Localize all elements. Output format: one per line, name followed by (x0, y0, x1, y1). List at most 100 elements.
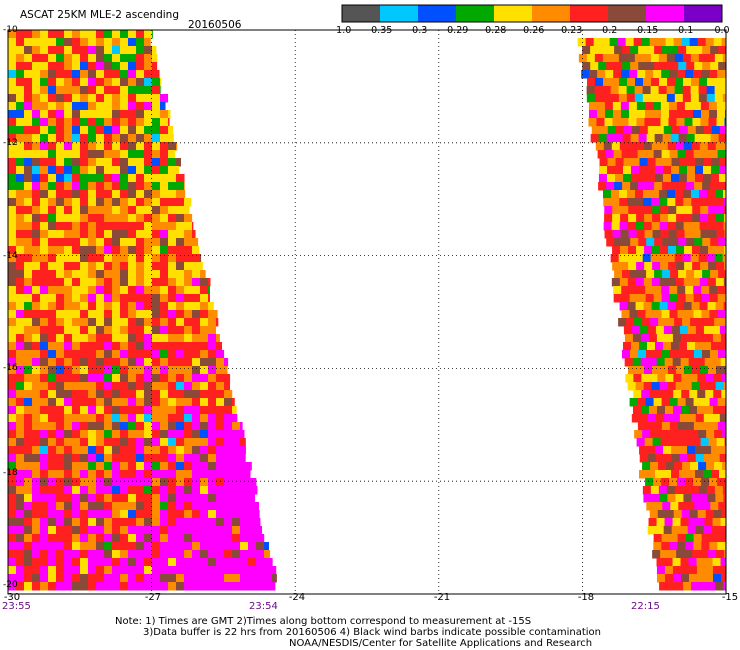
wind-cell (96, 390, 105, 399)
wind-cell (96, 446, 105, 455)
wind-cell (668, 214, 677, 223)
wind-cell (16, 374, 25, 383)
wind-cell (32, 510, 41, 519)
wind-cell (104, 326, 113, 335)
wind-cell (660, 214, 669, 223)
wind-cell (80, 486, 89, 495)
wind-cell (232, 422, 241, 431)
wind-cell (208, 534, 217, 543)
wind-cell (192, 454, 201, 463)
wind-cell (662, 182, 671, 191)
wind-cell (104, 550, 113, 559)
wind-cell (112, 30, 121, 39)
wind-cell (636, 230, 646, 239)
wind-cell (655, 446, 664, 455)
wind-cell (120, 238, 129, 247)
wind-cell (104, 134, 113, 143)
wind-cell (24, 206, 33, 215)
wind-cell (224, 526, 233, 535)
wind-cell (719, 326, 727, 335)
wind-cell (96, 190, 105, 199)
wind-cell (694, 134, 704, 143)
wind-cell (16, 318, 25, 327)
wind-cell (144, 494, 153, 503)
wind-cell (48, 438, 57, 447)
wind-cell (678, 46, 687, 55)
wind-cell (120, 54, 129, 63)
wind-cell (160, 406, 169, 415)
wind-cell (603, 198, 612, 207)
wind-cell (653, 534, 663, 543)
wind-cell (685, 542, 694, 551)
wind-cell (56, 358, 65, 367)
wind-cell (72, 86, 81, 95)
wind-cell (96, 286, 105, 295)
wind-cell (676, 230, 686, 239)
wind-cell (208, 558, 217, 567)
wind-cell (120, 518, 129, 527)
wind-cell (652, 550, 661, 559)
wind-cell (16, 534, 25, 543)
wind-cell (685, 534, 695, 543)
wind-cell (56, 422, 65, 431)
wind-cell (96, 318, 105, 327)
wind-cell (136, 246, 145, 255)
wind-cell (88, 374, 97, 383)
wind-cell (128, 270, 137, 279)
wind-cell (40, 94, 49, 103)
wind-cell (627, 278, 637, 287)
y-tick-label: -20 (3, 580, 18, 590)
wind-cell (136, 374, 145, 383)
wind-cell (659, 382, 669, 391)
wind-cell (192, 286, 201, 295)
wind-cell (16, 422, 25, 431)
wind-cell (144, 46, 153, 55)
wind-cell (88, 342, 97, 351)
wind-cell (32, 430, 41, 439)
wind-cell (8, 158, 17, 167)
wind-cell (615, 158, 625, 167)
wind-cell (16, 254, 25, 263)
wind-cell (144, 158, 153, 167)
wind-cell (720, 358, 727, 367)
wind-cell (695, 414, 705, 423)
wind-cell (664, 518, 674, 527)
wind-cell (72, 430, 81, 439)
wind-cell (152, 430, 161, 439)
wind-cell (80, 206, 89, 215)
wind-cell (683, 222, 693, 231)
wind-cell (617, 38, 627, 47)
wind-cell (192, 414, 201, 423)
wind-cell (673, 374, 682, 383)
wind-cell (723, 302, 727, 311)
wind-cell (8, 142, 17, 151)
wind-cell (232, 430, 241, 439)
wind-cell (72, 406, 81, 415)
wind-cell (48, 454, 57, 463)
wind-cell (96, 294, 105, 303)
wind-cell (120, 46, 129, 55)
wind-cell (644, 206, 653, 215)
wind-cell (184, 438, 193, 447)
wind-cell (24, 318, 33, 327)
wind-cell (256, 582, 265, 591)
wind-cell (718, 174, 727, 183)
wind-cell (619, 302, 629, 311)
wind-cell (208, 422, 217, 431)
wind-cell (24, 222, 33, 231)
wind-cell (80, 406, 89, 415)
wind-cell (216, 398, 225, 407)
wind-cell (184, 406, 193, 415)
wind-cell (682, 318, 691, 327)
wind-cell (679, 470, 688, 479)
wind-cell (24, 566, 33, 575)
wind-cell (104, 262, 113, 271)
wind-cell (653, 310, 662, 319)
wind-cell (699, 222, 709, 231)
wind-cell (692, 118, 701, 127)
wind-cell (719, 158, 727, 167)
wind-cell (184, 526, 193, 535)
x-tick-label: -30 (3, 592, 21, 603)
wind-cell (40, 318, 49, 327)
wind-cell (112, 310, 121, 319)
